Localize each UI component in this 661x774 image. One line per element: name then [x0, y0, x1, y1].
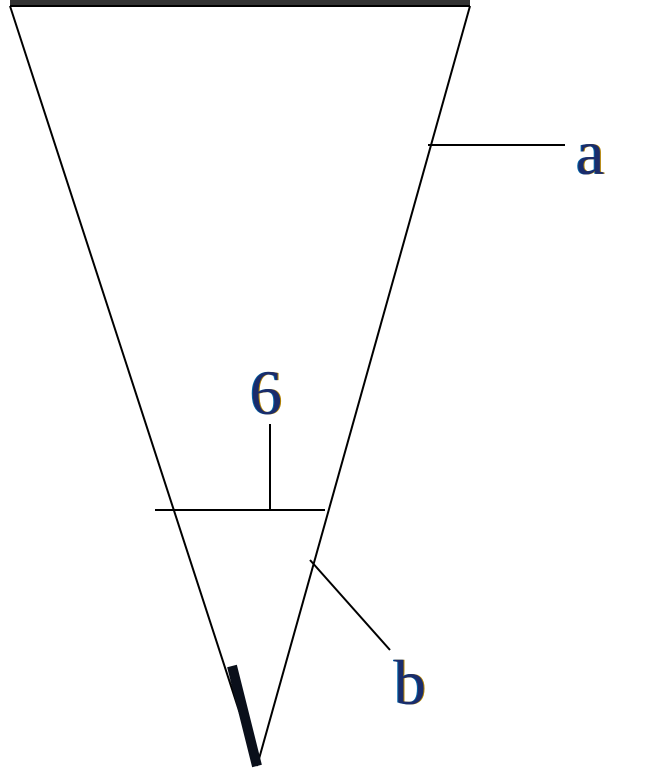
label-a: a	[576, 116, 604, 190]
label-6: 6	[250, 356, 282, 430]
diagram-canvas	[0, 0, 661, 774]
label-b: b	[394, 646, 426, 720]
leader-line-b	[310, 560, 390, 650]
triangle-right-edge	[257, 6, 470, 766]
apex-accent-line	[232, 666, 257, 766]
triangle-left-edge	[10, 6, 257, 766]
